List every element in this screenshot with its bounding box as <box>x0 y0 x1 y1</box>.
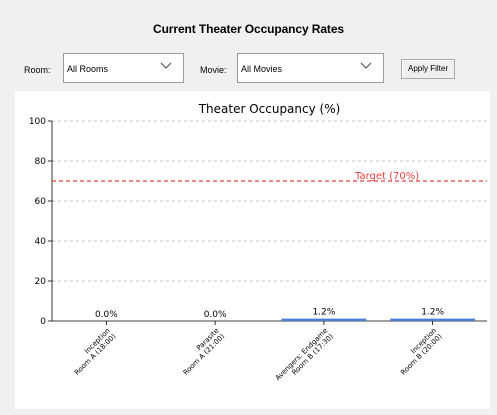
chevron-down-icon <box>160 62 172 69</box>
x-tick-label: ParasiteRoom A (21:00) <box>176 327 226 377</box>
chevron-down-icon <box>360 62 372 69</box>
movie-select-value: All Movies <box>241 64 283 74</box>
bar <box>390 318 476 321</box>
y-tick-label: 80 <box>35 157 47 167</box>
y-tick-label: 60 <box>35 197 47 207</box>
x-tick-label-line: Avengers: Endgame <box>274 327 329 382</box>
y-tick-label: 20 <box>35 277 47 287</box>
y-tick-label: 0 <box>40 317 46 327</box>
y-tick-label: 40 <box>35 237 47 247</box>
target-label: Target (70%) <box>354 171 419 182</box>
occupancy-chart: Theater Occupancy (%) 0 20 40 60 80 100 Target … <box>29 102 487 388</box>
chart-panel: Theater Occupancy (%) 0 20 40 60 80 100 Target … <box>15 91 490 409</box>
x-tick-label: InceptionRoom A (18:00) <box>67 327 117 377</box>
bar-value-label: 1.2% <box>421 308 444 318</box>
x-tick-label: InceptionRoom B (20:00) <box>394 327 444 377</box>
movie-filter-label: Movie: <box>200 65 227 75</box>
bar <box>281 318 367 321</box>
y-tick-label: 100 <box>29 117 46 127</box>
bar-value-label: 0.0% <box>95 310 118 320</box>
bar-value-label: 1.2% <box>312 308 335 318</box>
x-tick-label: Avengers: EndgameRoom B (17:30) <box>274 327 335 388</box>
page-title: Current Theater Occupancy Rates <box>153 22 344 36</box>
bar-value-label: 0.0% <box>204 310 227 320</box>
chart-title: Theater Occupancy (%) <box>198 102 341 116</box>
room-select-value: All Rooms <box>67 64 109 74</box>
apply-filter-button[interactable]: Apply Filter <box>401 59 455 79</box>
room-filter-label: Room: <box>24 65 51 75</box>
movie-select[interactable]: All Movies <box>237 53 384 83</box>
room-select[interactable]: All Rooms <box>63 53 184 83</box>
